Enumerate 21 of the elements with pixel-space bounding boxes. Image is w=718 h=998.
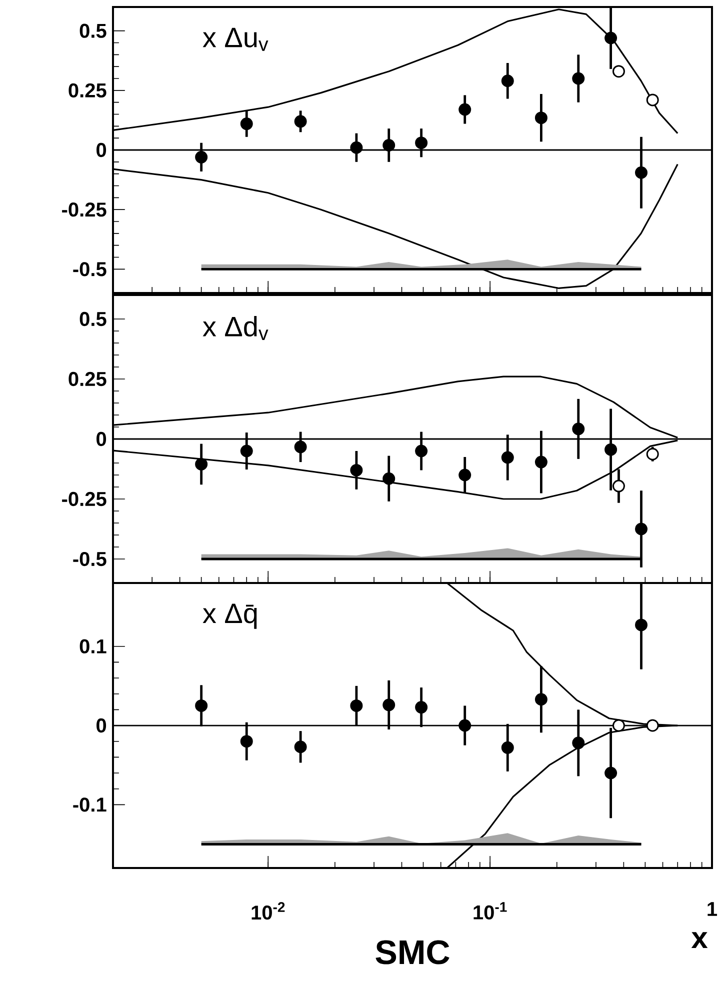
y-tick-label: 0.25 [68, 83, 106, 98]
y-tick-label: 0 [96, 432, 106, 446]
y-tick-label: 0.5 [80, 312, 106, 326]
y-tick-label: -0.25 [62, 492, 106, 506]
text: SMC [376, 940, 450, 964]
y-tick-label: 0.1 [80, 639, 106, 654]
x-axis-title: x [691, 932, 708, 948]
y-tick-label: 0 [96, 718, 106, 733]
y-tick-label: 0.25 [68, 372, 106, 386]
x-tick-label: 1 [708, 902, 718, 916]
y-tick-label: 0 [96, 142, 106, 158]
y-tick-label: -0.5 [73, 552, 106, 566]
text: x Δd$_{v}$ [202, 316, 268, 340]
x-tick-label: 10$^{-2}$ [252, 902, 285, 920]
y-tick-label: -0.25 [62, 202, 106, 217]
y-tick-label: -0.1 [73, 798, 106, 812]
x-tick-label: 10$^{-1}$ [474, 902, 507, 920]
text: x Δu$_{v}$ [202, 28, 268, 51]
text: x Δq̄ [202, 604, 257, 629]
y-tick-label: -0.5 [73, 262, 106, 276]
y-tick-label: 0.5 [80, 24, 106, 38]
